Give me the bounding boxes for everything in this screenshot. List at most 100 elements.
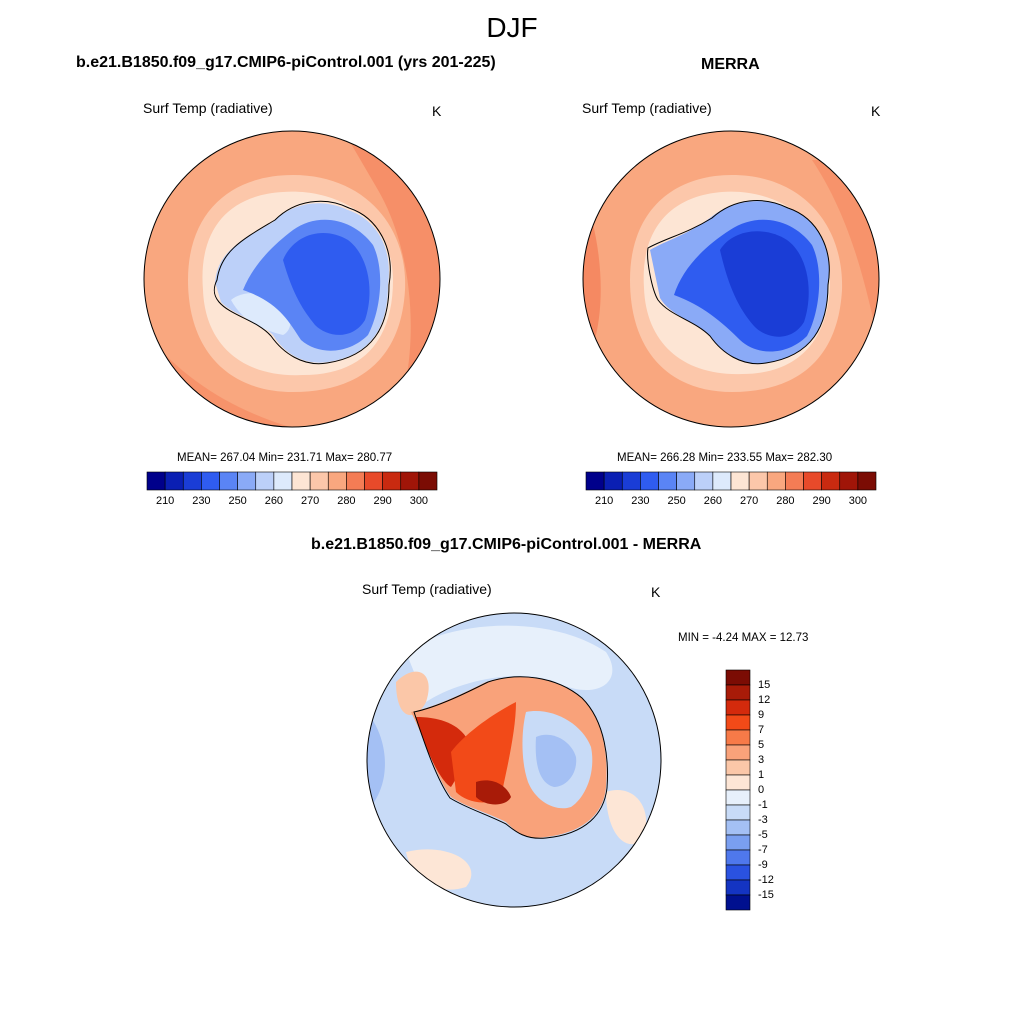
colorbar-tick-label: 0 — [758, 784, 765, 796]
colorbar-tick-label: 260 — [264, 495, 284, 507]
ocean-warm-patch-east — [606, 790, 647, 845]
colorbar-swatch — [725, 879, 751, 896]
colorbar-swatch — [725, 714, 751, 731]
colorbar-swatch — [725, 774, 751, 791]
colorbar-swatch — [694, 471, 714, 491]
colorbar-swatch — [146, 471, 166, 491]
colorbar-swatch — [327, 471, 347, 491]
colorbar-tick-label: -7 — [758, 844, 768, 856]
colorbar-swatch — [164, 471, 184, 491]
panel-2-colorbar-ticks: 210 230 250 260 270 280 290 300 — [586, 495, 876, 509]
colorbar-tick-label: 210 — [594, 495, 614, 507]
colorbar-swatch — [712, 471, 732, 491]
colorbar-swatch — [839, 471, 859, 491]
colorbar-swatch — [676, 471, 696, 491]
colorbar-swatch — [730, 471, 750, 491]
ocean-warm-patch-west — [396, 671, 429, 716]
west-antarctica-hot — [451, 702, 516, 803]
panel-3-units-label: K — [651, 584, 661, 600]
ocean-warm-patch-south — [406, 849, 472, 890]
colorbar-swatch — [182, 471, 202, 491]
colorbar-swatch — [725, 744, 751, 761]
colorbar-tick-label: 250 — [228, 495, 247, 507]
panel-3-colorbar — [725, 669, 751, 911]
antarctica-coastline — [413, 676, 608, 839]
colorbar-tick-label: 1 — [758, 769, 765, 781]
panel-1-units-label: K — [432, 103, 442, 119]
colorbar-tick-label: 230 — [192, 495, 211, 507]
panel-1-title: b.e21.B1850.f09_g17.CMIP6-piControl.001 … — [76, 54, 496, 71]
panel-3-colorbar-ticks: 15 12 9 7 5 3 1 0 -1 -3 -5 -7 -9 -12 -15 — [758, 670, 798, 910]
colorbar-tick-label: 280 — [337, 495, 356, 507]
antarctica-coastline — [213, 200, 391, 365]
panel-2-map — [582, 130, 880, 428]
colorbar-swatch — [821, 471, 841, 491]
colorbar-swatch — [364, 471, 383, 491]
ocean-light-patch-north — [406, 625, 613, 702]
colorbar-tick-label: 3 — [758, 754, 765, 766]
panel-2-stats: MEAN= 266.28 Min= 233.55 Max= 282.30 — [617, 452, 833, 464]
ross-hot-spot — [476, 780, 511, 805]
colorbar-tick-label: 300 — [409, 495, 429, 507]
colorbar-tick-label: -9 — [758, 859, 768, 871]
colorbar-swatch — [785, 471, 804, 491]
antarctica-inner — [283, 232, 370, 335]
colorbar-swatch — [237, 471, 257, 491]
colorbar-swatch — [255, 471, 275, 491]
colorbar-swatch — [725, 759, 751, 776]
colorbar-tick-label: 250 — [667, 495, 686, 507]
colorbar-tick-label: -3 — [758, 814, 768, 826]
panel-2-colorbar — [585, 471, 877, 491]
panel-1-map — [143, 130, 441, 428]
antarctica-coastline — [647, 200, 830, 365]
figure-title: DJF — [486, 12, 538, 43]
panel-1-stats: MEAN= 267.04 Min= 231.71 Max= 280.77 — [177, 452, 393, 464]
colorbar-swatch — [857, 471, 877, 491]
east-antarctica-cooler — [535, 734, 577, 787]
colorbar-swatch — [725, 819, 751, 836]
colorbar-swatch — [725, 684, 751, 701]
colorbar-swatch — [382, 471, 402, 491]
colorbar-tick-label: -15 — [758, 889, 774, 901]
colorbar-swatch — [725, 804, 751, 821]
colorbar-tick-label: 15 — [758, 679, 771, 691]
colorbar-tick-label: -1 — [758, 799, 768, 811]
panel-2-title: MERRA — [701, 56, 760, 73]
colorbar-swatch — [585, 471, 605, 491]
colorbar-swatch — [725, 789, 751, 806]
colorbar-swatch — [291, 471, 311, 491]
colorbar-tick-label: 280 — [776, 495, 795, 507]
warm-band-east — [343, 131, 440, 427]
panel-3-title: b.e21.B1850.f09_g17.CMIP6-piControl.001 … — [311, 536, 702, 553]
colorbar-tick-label: 5 — [758, 739, 765, 751]
colorbar-tick-label: 260 — [703, 495, 723, 507]
colorbar-tick-label: 12 — [758, 694, 771, 706]
colorbar-tick-label: 7 — [758, 724, 765, 736]
colorbar-swatch — [346, 471, 365, 491]
colorbar-swatch — [803, 471, 822, 491]
colorbar-swatch — [658, 471, 677, 491]
colorbar-swatch — [309, 471, 329, 491]
ocean-cool-patch-west — [367, 712, 385, 812]
colorbar-tick-label: 270 — [739, 495, 759, 507]
colorbar-swatch — [725, 834, 751, 851]
colorbar-tick-label: 300 — [848, 495, 868, 507]
colorbar-swatch — [621, 471, 641, 491]
colorbar-swatch — [418, 471, 438, 491]
colorbar-swatch — [725, 729, 751, 746]
panel-3-stats: MIN = -4.24 MAX = 12.73 — [678, 632, 809, 644]
colorbar-swatch — [766, 471, 786, 491]
panel-2-units-label: K — [871, 103, 881, 119]
colorbar-tick-label: 210 — [155, 495, 175, 507]
colorbar-tick-label: -12 — [758, 874, 774, 886]
panel-3-variable-label: Surf Temp (radiative) — [362, 581, 492, 597]
colorbar-tick-label: 270 — [300, 495, 320, 507]
colorbar-swatch — [640, 471, 659, 491]
colorbar-swatch — [725, 699, 751, 716]
panel-2-variable-label: Surf Temp (radiative) — [582, 100, 712, 116]
antarctica-inner — [720, 231, 809, 337]
colorbar-swatch — [725, 864, 751, 881]
colorbar-swatch — [725, 849, 751, 866]
panel-1-colorbar — [146, 471, 438, 491]
colorbar-tick-label: -5 — [758, 829, 768, 841]
